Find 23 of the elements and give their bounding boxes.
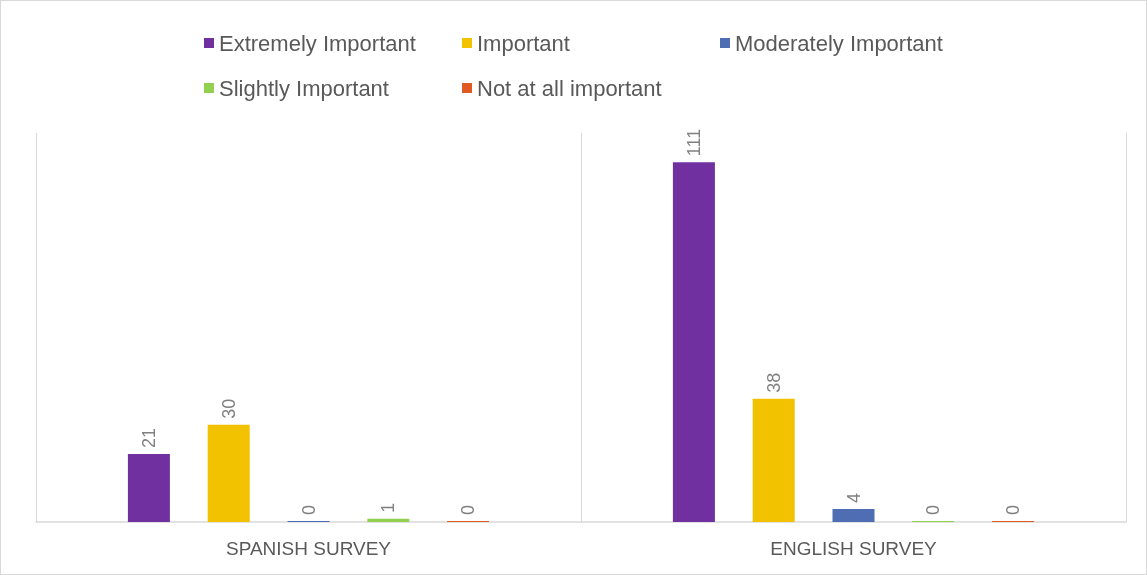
bar xyxy=(207,424,250,522)
data-label: 0 xyxy=(1003,504,1024,515)
data-label: 38 xyxy=(763,372,784,393)
bar xyxy=(367,518,410,522)
legend-label: Moderately Important xyxy=(735,30,943,56)
data-label: 4 xyxy=(843,493,864,504)
bar xyxy=(672,162,715,522)
x-tick-label: SPANISH SURVEY xyxy=(225,538,392,559)
data-label: 0 xyxy=(458,504,479,515)
legend-label: Important xyxy=(477,30,570,56)
data-label: 111 xyxy=(683,128,704,157)
data-label: 1 xyxy=(378,502,399,513)
data-label: 0 xyxy=(298,504,319,515)
legend-label: Slightly Important xyxy=(219,75,389,101)
data-label: 30 xyxy=(218,398,239,419)
data-label: 21 xyxy=(138,427,159,448)
data-label: 0 xyxy=(923,504,944,515)
bar xyxy=(832,509,875,522)
bar xyxy=(127,453,170,522)
bar xyxy=(752,398,795,522)
x-tick-label: ENGLISH SURVEY xyxy=(770,538,938,559)
legend-label: Not at all important xyxy=(477,75,662,101)
legend-label: Extremely Important xyxy=(219,30,416,56)
